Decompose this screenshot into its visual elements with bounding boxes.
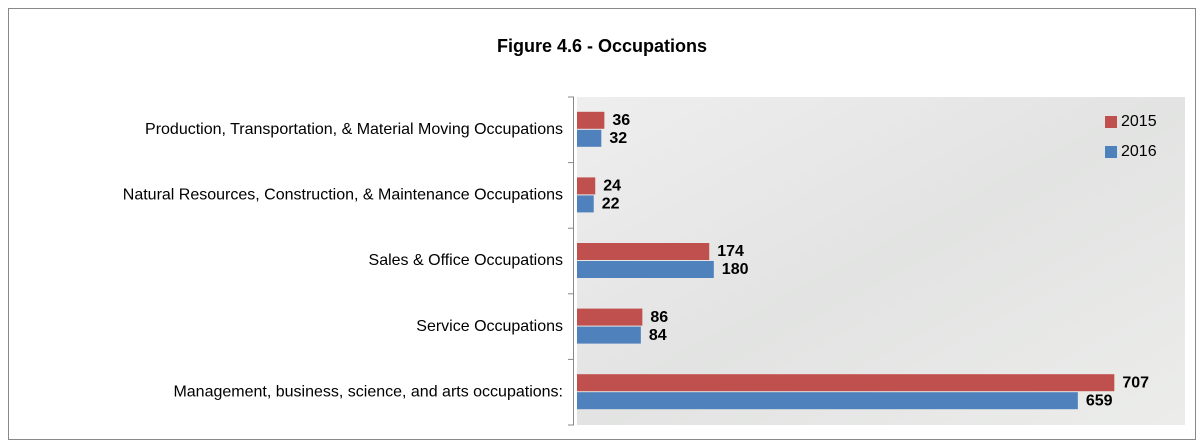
data-label: 659 <box>1086 392 1113 409</box>
bar <box>577 261 714 278</box>
bar <box>577 374 1115 392</box>
category-label: Service Occupations <box>416 318 563 335</box>
bar <box>577 111 605 129</box>
category-label: Production, Transportation, & Material M… <box>145 121 563 138</box>
data-label: 180 <box>722 261 749 278</box>
bar <box>577 177 596 195</box>
bar <box>577 195 594 213</box>
data-label: 32 <box>609 130 627 147</box>
data-label: 36 <box>612 112 630 129</box>
data-label: 24 <box>603 178 621 195</box>
legend-swatch <box>1105 116 1117 128</box>
bar <box>577 308 643 326</box>
bar <box>577 392 1078 410</box>
legend-label: 2015 <box>1121 113 1157 130</box>
bar <box>577 129 602 147</box>
chart-title: Figure 4.6 - Occupations <box>497 36 707 56</box>
bar <box>577 326 641 344</box>
legend-swatch <box>1105 146 1117 158</box>
bar <box>577 243 710 260</box>
category-label: Natural Resources, Construction, & Maint… <box>123 187 563 204</box>
category-label: Sales & Office Occupations <box>369 252 563 269</box>
data-label: 174 <box>717 243 744 260</box>
data-label: 22 <box>602 196 620 213</box>
data-label: 86 <box>650 309 668 326</box>
data-label: 707 <box>1122 374 1149 391</box>
data-label: 84 <box>649 327 667 344</box>
category-label: Management, business, science, and arts … <box>173 383 563 400</box>
legend-label: 2016 <box>1121 143 1157 160</box>
